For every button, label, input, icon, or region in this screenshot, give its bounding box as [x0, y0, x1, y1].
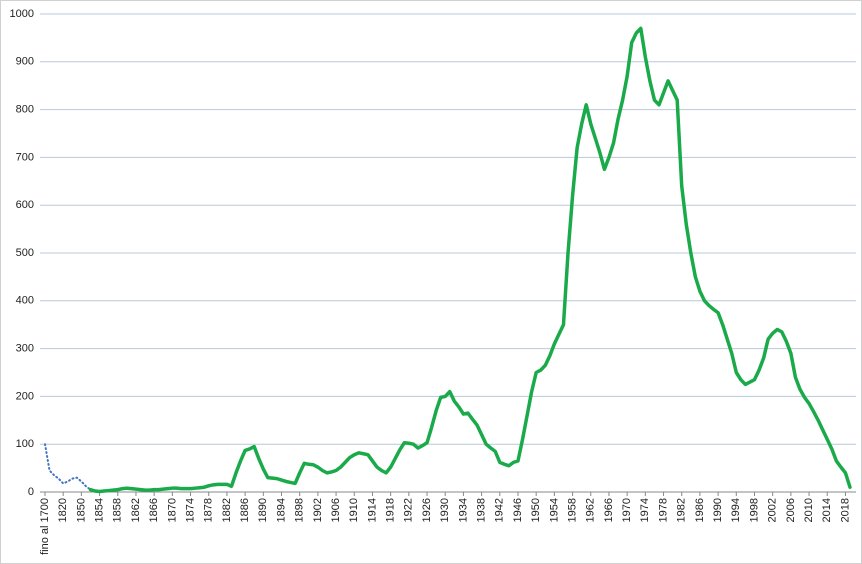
y-tick-label: 900: [16, 56, 34, 68]
x-tick-label: 1866: [148, 498, 160, 522]
x-tick-label: 1918: [385, 498, 397, 522]
y-tick-label: 300: [16, 343, 34, 355]
x-tick-label: 1820: [57, 498, 69, 522]
x-tick-label: 1890: [257, 498, 269, 522]
x-tick-label: 1990: [712, 498, 724, 522]
y-tick-label: 0: [28, 486, 34, 498]
x-tick-label: 1850: [75, 498, 87, 522]
x-tick-label: 1998: [748, 498, 760, 522]
x-tick-label: 1982: [676, 498, 688, 522]
x-tick-label: fino al 1700: [39, 498, 51, 555]
x-tick-label: 1898: [294, 498, 306, 522]
y-tick-label: 200: [16, 390, 34, 402]
x-tick-label: 1854: [93, 498, 105, 522]
data-line: [88, 26, 852, 494]
x-tick-label: 1970: [621, 498, 633, 522]
x-tick-label: 1858: [112, 498, 124, 522]
x-tick-label: 1946: [512, 498, 524, 522]
y-tick-label: 100: [16, 438, 34, 450]
y-tick-label: 700: [16, 151, 34, 163]
x-tick-label: 1906: [330, 498, 342, 522]
x-tick-label: 1986: [694, 498, 706, 522]
x-tick-label: 1930: [439, 498, 451, 522]
x-tick-label: 1962: [585, 498, 597, 522]
x-tick-label: 1870: [166, 498, 178, 522]
x-tick-label: 1882: [221, 498, 233, 522]
x-tick-label: 1862: [130, 498, 142, 522]
x-tick-label: 1958: [566, 498, 578, 522]
x-tick-label: 1950: [530, 498, 542, 522]
x-tick-label: 2014: [821, 498, 833, 522]
y-tick-label: 400: [16, 295, 34, 307]
x-tick-label: 1974: [639, 498, 651, 522]
x-tick-label: 1926: [421, 498, 433, 522]
y-tick-label: 500: [16, 247, 34, 259]
y-tick-label: 800: [16, 104, 34, 116]
y-tick-label: 600: [16, 199, 34, 211]
x-tick-label: 1914: [366, 498, 378, 522]
x-tick-label: 2010: [803, 498, 815, 522]
x-tick-label: 1874: [184, 498, 196, 522]
x-tick-label: 1942: [494, 498, 506, 522]
x-tick-label: 1978: [657, 498, 669, 522]
x-tick-label: 1934: [457, 498, 469, 522]
x-tick-label: 1902: [312, 498, 324, 522]
x-tick-label: 1894: [275, 498, 287, 522]
x-tick-label: 1910: [348, 498, 360, 522]
x-tick-label: 2006: [785, 498, 797, 522]
x-tick-label: 1994: [730, 498, 742, 522]
x-tick-label: 1886: [239, 498, 251, 522]
x-tick-label: 1938: [476, 498, 488, 522]
data-line: [44, 443, 92, 491]
y-tick-label: 1000: [10, 8, 34, 20]
x-tick-label: 1966: [603, 498, 615, 522]
x-tick-label: 1954: [548, 498, 560, 522]
x-tick-label: 2002: [767, 498, 779, 522]
x-tick-label: 1922: [403, 498, 415, 522]
x-tick-label: 2018: [839, 498, 851, 522]
x-tick-label: 1878: [203, 498, 215, 522]
